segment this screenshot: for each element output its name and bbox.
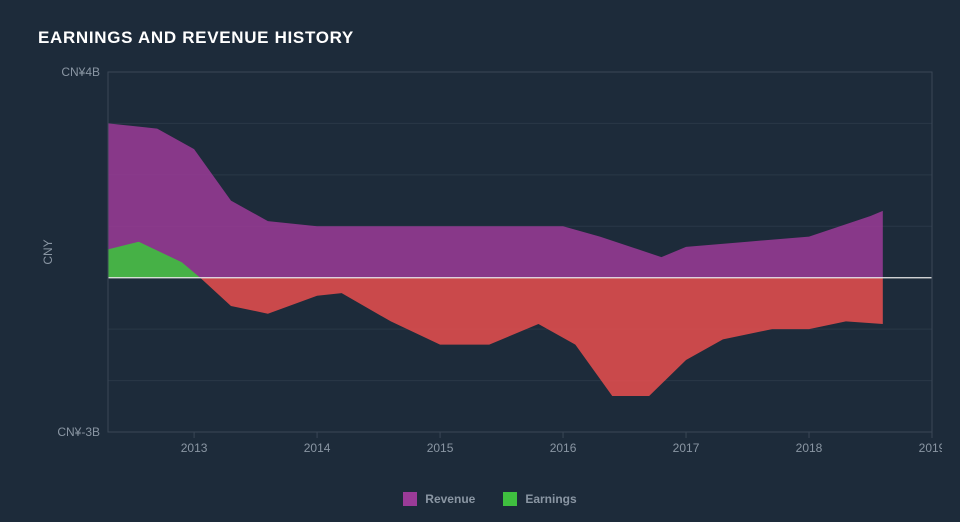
svg-text:2015: 2015: [427, 441, 454, 455]
legend-swatch-earnings: [503, 492, 517, 506]
earnings-revenue-chart: CN¥-3B CN¥4B CNY 2013 2014 2015 2016 2017 2018 20…: [38, 66, 942, 486]
svg-text:CNY: CNY: [41, 239, 55, 264]
svg-text:2014: 2014: [304, 441, 331, 455]
svg-text:2019: 2019: [919, 441, 942, 455]
chart-title: EARNINGS AND REVENUE HISTORY: [38, 28, 942, 48]
legend-swatch-revenue: [403, 492, 417, 506]
chart-legend: Revenue Earnings: [38, 492, 942, 506]
chart-container: EARNINGS AND REVENUE HISTORY CN¥-3B CN¥4B…: [0, 0, 960, 522]
legend-label-revenue: Revenue: [425, 492, 475, 506]
legend-item-revenue: Revenue: [403, 492, 475, 506]
svg-text:2013: 2013: [181, 441, 208, 455]
svg-text:CN¥-3B: CN¥-3B: [57, 425, 100, 439]
legend-item-earnings: Earnings: [503, 492, 576, 506]
svg-text:2017: 2017: [673, 441, 700, 455]
svg-text:2018: 2018: [796, 441, 823, 455]
svg-text:CN¥4B: CN¥4B: [61, 66, 100, 79]
svg-text:2016: 2016: [550, 441, 577, 455]
chart-svg: CN¥-3B CN¥4B CNY 2013 2014 2015 2016 2017 2018 20…: [38, 66, 942, 466]
legend-label-earnings: Earnings: [525, 492, 576, 506]
